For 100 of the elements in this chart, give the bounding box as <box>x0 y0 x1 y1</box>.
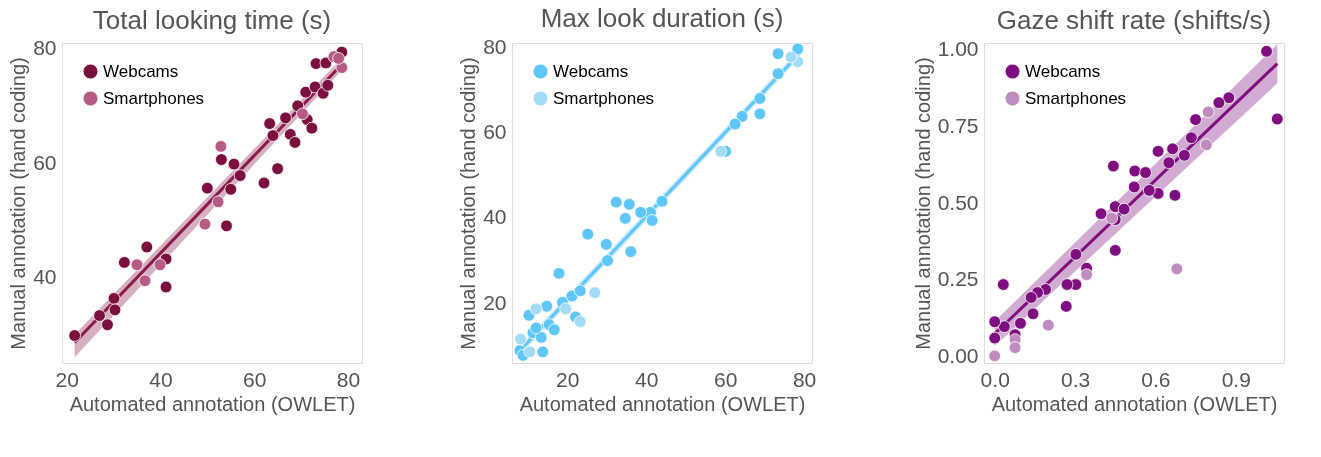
x-axis-title: Automated annotation (OWLET) <box>69 392 356 415</box>
point <box>996 278 1010 291</box>
point <box>1189 113 1202 126</box>
point <box>573 315 587 328</box>
point <box>559 302 572 316</box>
point <box>1166 142 1179 156</box>
point <box>1094 207 1108 221</box>
chart-title: Max look duration (s) <box>540 3 784 34</box>
point <box>1107 159 1120 173</box>
point <box>771 47 785 60</box>
point <box>609 195 623 209</box>
point <box>1170 262 1184 276</box>
point <box>588 286 602 299</box>
point <box>728 117 742 131</box>
y-axis-title: Manual annotation (hand coding) <box>7 57 30 350</box>
point <box>753 107 767 121</box>
point <box>107 292 121 305</box>
point <box>514 332 527 346</box>
point <box>1162 156 1176 169</box>
point <box>257 176 271 190</box>
point <box>1139 166 1152 179</box>
point <box>634 206 647 219</box>
point <box>1024 291 1038 304</box>
point <box>68 329 81 342</box>
point <box>529 321 543 335</box>
point <box>198 217 212 231</box>
point <box>735 110 749 123</box>
legend-label: Webcams <box>1025 61 1101 81</box>
point <box>1108 244 1122 257</box>
point <box>1201 105 1215 119</box>
point <box>573 284 587 298</box>
point <box>753 92 767 105</box>
point <box>714 145 728 158</box>
point <box>1200 138 1213 152</box>
point <box>266 129 280 142</box>
point <box>211 195 225 209</box>
point <box>1185 131 1198 145</box>
point <box>534 331 548 344</box>
point <box>1080 268 1093 281</box>
point <box>1178 149 1191 162</box>
point <box>233 169 247 182</box>
y-tick-label: 80 <box>33 36 57 60</box>
x-tick-label: 0.0 <box>980 367 1010 391</box>
point <box>279 111 292 125</box>
x-tick-label: 0.3 <box>1060 367 1091 391</box>
point <box>1060 278 1074 291</box>
point <box>1117 202 1131 216</box>
point <box>771 67 785 81</box>
point <box>1059 300 1073 313</box>
point <box>791 42 805 56</box>
x-axis-title: Automated annotation (OWLET) <box>519 392 806 415</box>
x-tick-label: 20 <box>556 367 580 391</box>
x-tick-label: 80 <box>792 367 817 391</box>
x-tick-label: 20 <box>55 367 79 391</box>
point <box>624 245 638 258</box>
y-tick-label: 0.50 <box>937 190 979 214</box>
point <box>159 280 173 294</box>
point <box>288 136 302 149</box>
y-axis-title: Manual annotation (hand coding) <box>457 57 480 350</box>
legend-label: Smartphones <box>103 88 205 108</box>
point <box>618 212 632 225</box>
y-tick-label: 0.75 <box>937 113 979 137</box>
y-tick-label: 20 <box>483 290 507 314</box>
point <box>1014 317 1027 330</box>
point <box>552 267 566 280</box>
y-tick-label: 80 <box>483 34 507 58</box>
point <box>622 197 636 211</box>
point <box>130 258 144 272</box>
y-tick-label: 0.00 <box>937 344 979 368</box>
point <box>215 153 228 166</box>
point <box>1260 45 1273 58</box>
point <box>296 107 309 121</box>
point <box>540 299 554 313</box>
y-axis-title: Manual annotation (hand coding) <box>911 57 934 350</box>
point <box>1026 307 1040 321</box>
point <box>601 254 614 267</box>
x-tick-label: 40 <box>635 367 659 391</box>
point <box>1212 96 1226 109</box>
point <box>153 258 167 272</box>
legend-label: Smartphones <box>1025 88 1127 108</box>
point <box>529 302 543 316</box>
point <box>1128 164 1142 178</box>
point <box>227 157 241 171</box>
x-tick-label: 40 <box>149 367 173 391</box>
point <box>220 219 233 233</box>
point <box>645 214 659 227</box>
point <box>108 303 122 317</box>
point <box>581 227 595 241</box>
point <box>1041 318 1055 332</box>
point <box>308 80 322 94</box>
x-tick-label: 0.9 <box>1221 367 1251 391</box>
point <box>138 274 152 288</box>
point <box>1142 184 1156 197</box>
point <box>263 117 276 130</box>
point <box>1222 91 1236 105</box>
point <box>201 181 214 195</box>
point <box>1151 145 1165 158</box>
point <box>523 345 537 359</box>
x-tick-label: 60 <box>243 367 267 391</box>
point <box>1069 248 1083 261</box>
